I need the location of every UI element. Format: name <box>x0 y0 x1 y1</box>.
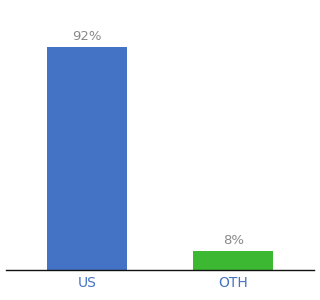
Bar <box>193 250 273 270</box>
Text: 92%: 92% <box>72 30 102 43</box>
Bar <box>47 46 127 270</box>
Text: 8%: 8% <box>223 234 244 247</box>
